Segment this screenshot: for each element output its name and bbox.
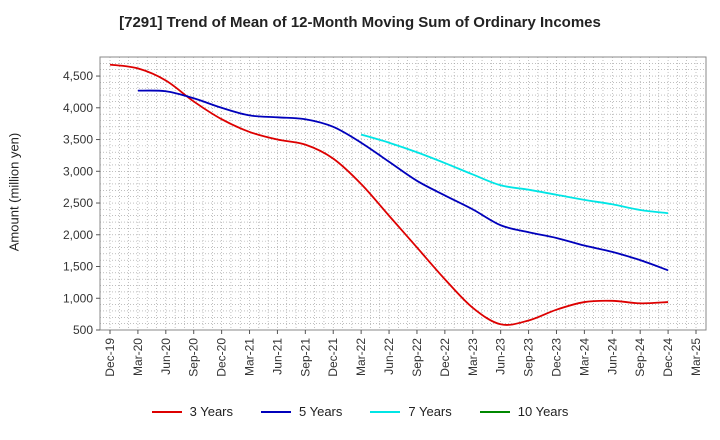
y-tick-label: 4,500 — [63, 69, 93, 83]
legend-swatch-10-years — [479, 410, 510, 413]
x-tick-label: Sep-20 — [187, 338, 201, 377]
x-tick-label: Dec-21 — [326, 338, 340, 377]
y-tick-label: 500 — [73, 323, 93, 337]
x-tick-label: Mar-20 — [131, 338, 145, 376]
x-tick-label: Mar-24 — [577, 338, 591, 376]
series-line-3-years — [109, 63, 669, 326]
x-tick-label: Sep-22 — [410, 338, 424, 377]
legend-item-10-years: 10 Years — [479, 404, 569, 419]
y-tick-label: 1,500 — [63, 260, 93, 274]
legend-label: 7 Years — [408, 404, 452, 419]
x-tick-label: Jun-23 — [494, 338, 508, 375]
y-tick-layer: 500 1,000 1,500 2,000 2,500 3,000 3,500 4,000 4,… — [63, 69, 100, 337]
legend-swatch-5-years — [261, 410, 291, 413]
series-layer — [109, 63, 669, 326]
x-tick-label: Jun-20 — [159, 338, 173, 375]
grid-layer — [100, 56, 706, 331]
x-tick-layer: Dec-19 Mar-20 Jun-20 Sep-20 Dec-20 Mar-21 Jun-… — [103, 330, 703, 377]
x-tick-label: Jun-21 — [270, 338, 284, 375]
x-tick-label: Dec-23 — [549, 338, 563, 377]
x-tick-label: Mar-21 — [243, 338, 257, 376]
x-tick-label: Mar-22 — [354, 338, 368, 376]
x-tick-label: Dec-22 — [438, 338, 452, 377]
x-tick-label: Mar-25 — [689, 338, 703, 376]
y-tick-label: 2,000 — [63, 228, 93, 242]
legend-swatch-7-years — [370, 410, 401, 413]
x-tick-label: Dec-19 — [103, 338, 117, 377]
x-tick-label: Sep-21 — [298, 338, 312, 377]
plot-frame — [99, 56, 707, 331]
y-tick-label: 2,500 — [63, 196, 93, 210]
chart-title: [7291] Trend of Mean of 12-Month Moving … — [119, 14, 601, 31]
legend: 3 Years 5 Years 7 Years 10 Years — [0, 404, 720, 419]
legend-label: 10 Years — [517, 404, 569, 419]
legend-item-5-years: 5 Years — [261, 404, 342, 419]
x-tick-label: Jun-22 — [382, 338, 396, 375]
x-tick-label: Sep-23 — [522, 338, 536, 377]
legend-swatch-3-years — [151, 410, 182, 413]
x-tick-label: Jun-24 — [605, 338, 619, 375]
y-tick-label: 1,000 — [63, 291, 93, 305]
x-tick-label: Dec-20 — [215, 338, 229, 377]
legend-label: 5 Years — [299, 404, 343, 419]
y-tick-label: 3,500 — [63, 133, 93, 147]
series-line-5-years — [137, 89, 669, 272]
x-tick-label: Mar-23 — [466, 338, 480, 376]
legend-item-7-years: 7 Years — [370, 404, 452, 419]
series-line-7-years — [360, 133, 669, 215]
y-tick-label: 3,000 — [63, 164, 93, 178]
x-tick-label: Sep-24 — [633, 338, 647, 377]
y-tick-label: 4,000 — [63, 101, 93, 115]
legend-item-3-years: 3 Years — [151, 404, 233, 419]
x-tick-label: Dec-24 — [661, 338, 675, 377]
legend-label: 3 Years — [189, 404, 233, 419]
